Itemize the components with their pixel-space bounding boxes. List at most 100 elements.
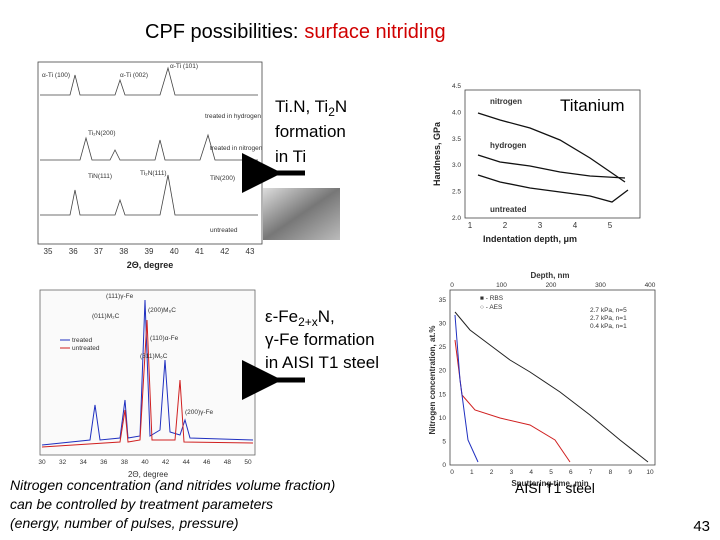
legend-label: 2.7 kPa, n=5: [590, 307, 627, 314]
tick-label: 5: [549, 469, 553, 476]
tick-label: 42: [220, 247, 229, 256]
curve: [477, 154, 626, 179]
peak-label: Ti₂N(111): [140, 170, 167, 177]
tick-label: 6: [569, 469, 573, 476]
tick-label: 34: [80, 459, 88, 466]
hardness-figure: nitrogen hydrogen untreated 2.0 2.5 3.0 3.5…: [432, 83, 641, 244]
tick-label: 40: [141, 459, 149, 466]
curve: [40, 66, 258, 96]
curve: [454, 314, 479, 463]
tick-label: 37: [94, 247, 103, 256]
tick-label: 3: [538, 221, 543, 230]
peak-label: α-Ti (002): [120, 72, 148, 79]
tick-label: 42: [162, 459, 170, 466]
legend-label: treated: [72, 337, 93, 344]
tick-label: 300: [595, 282, 606, 289]
tick-label: 4: [529, 469, 533, 476]
tick-label: 7: [589, 469, 593, 476]
figure-caption: AISI T1 steel: [515, 480, 595, 496]
tick-label: 5: [442, 438, 446, 445]
tick-label: 48: [224, 459, 232, 466]
note-line: can be controlled by treatment parameter…: [10, 496, 273, 512]
figure-title: Titanium: [560, 96, 625, 115]
steel-xrd-figure: (111)γ-Fe (011)M₂C (200)M₆C (110)α-Fe (3…: [38, 289, 256, 479]
peak-label: α-Ti (101): [170, 63, 198, 70]
tick-label: 2.5: [452, 189, 461, 196]
tick-label: 3.0: [452, 162, 461, 169]
tick-label: 43: [246, 247, 255, 256]
legend-label: ○ - AES: [480, 304, 503, 311]
tick-label: 1: [470, 469, 474, 476]
caption: γ-Fe formation: [265, 330, 375, 349]
caption: ε-Fe2+xN,: [265, 307, 335, 329]
legend-label: untreated: [72, 345, 100, 352]
tick-label: 0: [450, 469, 454, 476]
tick-label: 2: [503, 221, 508, 230]
curve: [41, 319, 254, 448]
tick-label: 100: [496, 282, 507, 289]
note-line: Nitrogen concentration (and nitrides vol…: [10, 477, 335, 493]
curve: [454, 339, 571, 463]
peak-label: TiN(200): [210, 175, 235, 182]
tick-label: 32: [59, 459, 67, 466]
tick-label: 36: [100, 459, 108, 466]
peak-label: (200)γ-Fe: [185, 409, 214, 416]
curve: [40, 133, 258, 161]
tick-label: 3: [510, 469, 514, 476]
peak-label: Ti₂N(200): [88, 130, 116, 137]
micrograph: [263, 188, 340, 240]
peak-label: (311)M₆C: [140, 353, 168, 360]
slide-title: CPF possibilities: surface nitriding: [145, 21, 446, 43]
curve-label: treated in nitrogen: [210, 145, 263, 152]
tick-label: 4.5: [452, 83, 461, 90]
tick-label: 38: [119, 247, 128, 256]
curve-label: untreated: [210, 227, 238, 234]
tick-label: 3.5: [452, 136, 461, 143]
tick-label: 2.0: [452, 215, 461, 222]
y-axis-label: Hardness, GPa: [432, 121, 442, 186]
x-axis-label: 2Θ, degree: [128, 470, 169, 479]
peak-label: α-Ti (100): [42, 72, 70, 79]
tick-label: 5: [608, 221, 613, 230]
ti-xrd-figure: α-Ti (100) α-Ti (002) α-Ti (101) Ti₂N(20…: [37, 61, 263, 270]
curve: [454, 311, 649, 463]
tick-label: 0: [450, 282, 454, 289]
curve-label: untreated: [490, 205, 527, 214]
tick-label: 38: [121, 459, 129, 466]
caption: formation: [275, 122, 346, 141]
tick-label: 4: [573, 221, 578, 230]
tick-label: 9: [628, 469, 632, 476]
tick-label: 35: [439, 297, 447, 304]
peak-label: TiN(111): [88, 173, 112, 180]
tick-label: 30: [38, 459, 46, 466]
tick-label: 35: [44, 247, 53, 256]
curve: [40, 174, 258, 216]
tick-label: 10: [646, 469, 654, 476]
peak-label: (011)M₂C: [92, 313, 120, 320]
legend-label: 0.4 kPa, n=1: [590, 323, 627, 330]
tick-label: 46: [203, 459, 211, 466]
plot-frame: [464, 89, 641, 219]
tick-label: 2: [490, 469, 494, 476]
tick-label: 4.0: [452, 109, 461, 116]
tick-label: 44: [183, 459, 191, 466]
tick-label: 20: [439, 368, 447, 375]
tick-label: 1: [468, 221, 473, 230]
tick-label: 400: [645, 282, 656, 289]
caption: in AISI T1 steel: [265, 353, 379, 372]
peak-label: (110)α-Fe: [150, 335, 179, 342]
tick-label: 39: [145, 247, 154, 256]
note-line: (energy, number of pulses, pressure): [10, 515, 239, 531]
curve: [41, 299, 254, 446]
curve: [477, 174, 629, 203]
page-number: 43: [693, 518, 710, 535]
plot-frame: [449, 289, 656, 466]
curve-label: hydrogen: [490, 141, 527, 150]
tick-label: 10: [439, 415, 447, 422]
curve-label: nitrogen: [490, 97, 522, 106]
x-axis-label: 2Θ, degree: [127, 260, 174, 270]
curve: [477, 112, 626, 183]
tick-label: 0: [442, 462, 446, 469]
tick-label: 41: [195, 247, 204, 256]
